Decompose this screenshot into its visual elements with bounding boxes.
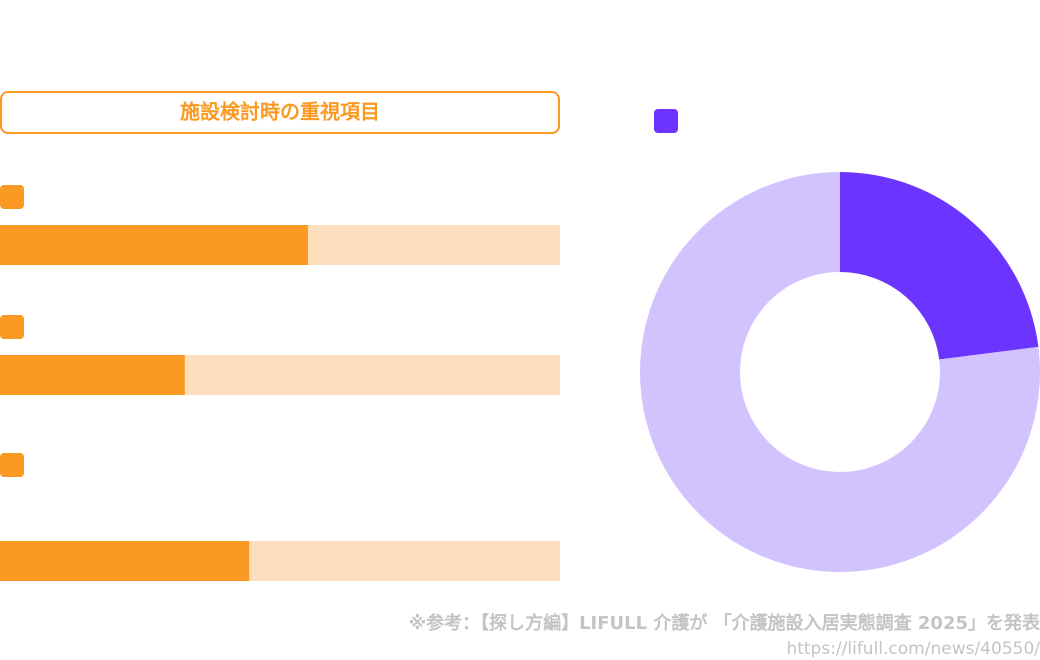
bar [0,541,250,581]
bar-icon [0,185,24,209]
bar-icon [0,453,24,477]
pie-icon [654,109,678,133]
footnote: ※参考：【探し方編】LIFULL 介護が 「介護施設入居実態調査 2025」を発… [409,612,1040,634]
pie-slice [840,172,1039,360]
bar-icon [0,315,24,339]
bar-title: 施設検討時の重視項目 [180,100,380,124]
pie-slice [640,172,1040,572]
title-box [0,91,560,134]
bar [0,225,308,265]
bar [0,355,185,395]
source-url: https://lifull.com/news/40550/ [786,639,1040,659]
